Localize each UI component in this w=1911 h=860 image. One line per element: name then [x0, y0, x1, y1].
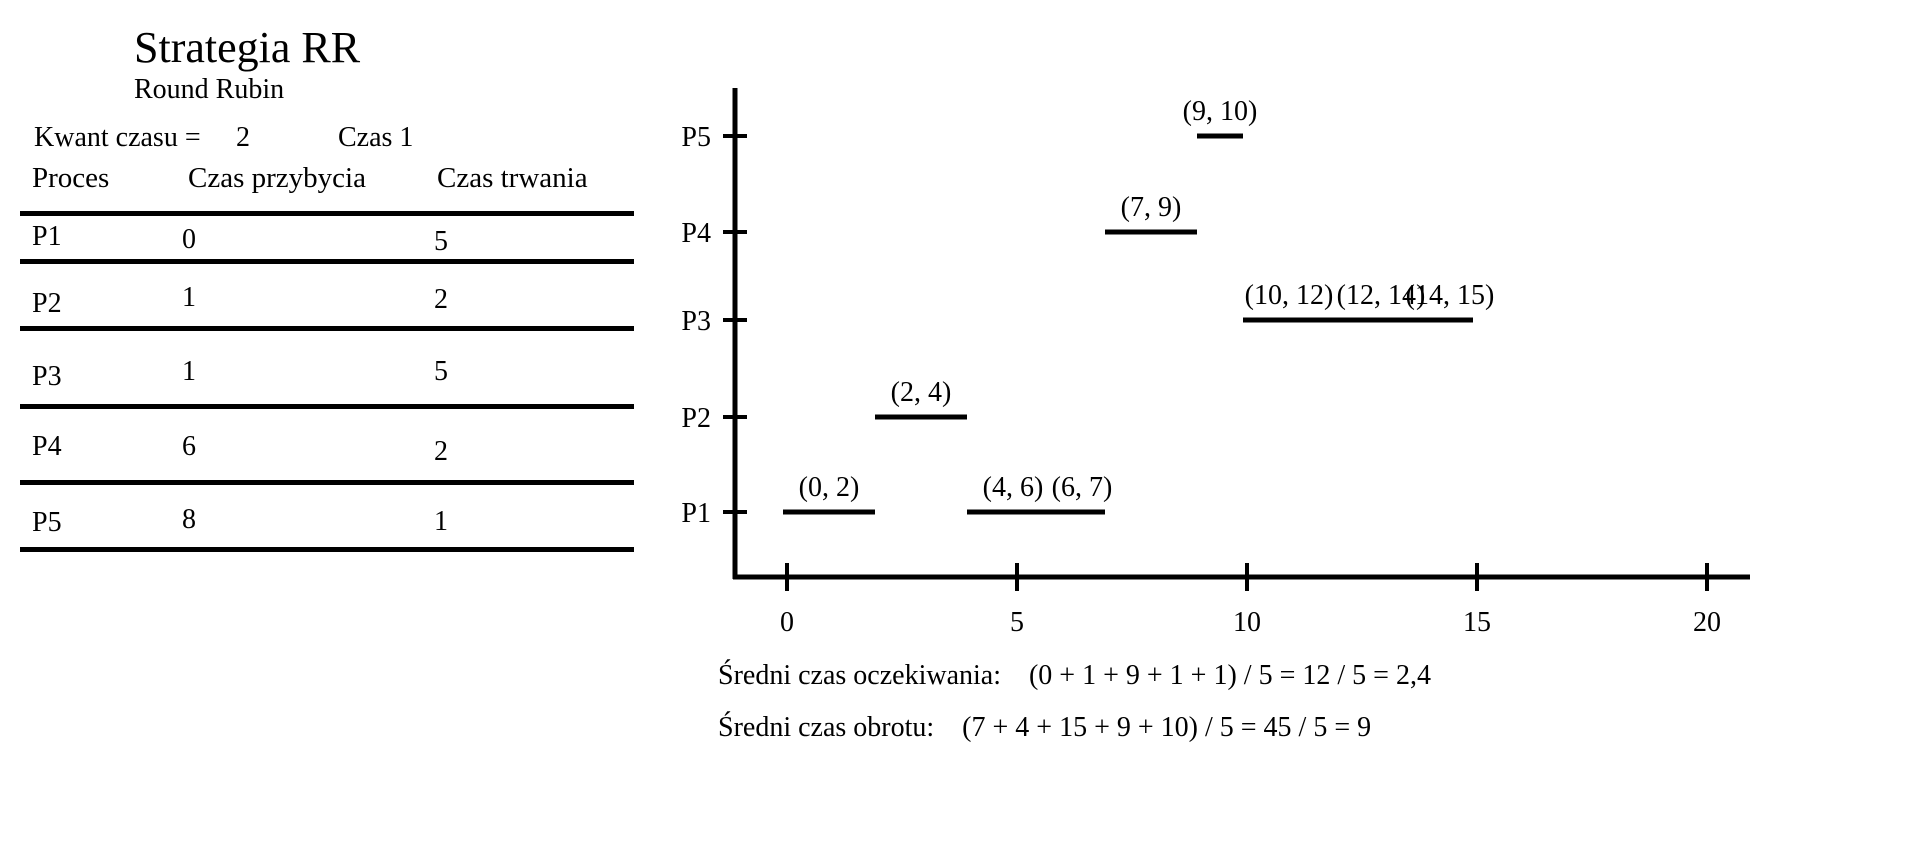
- row-arrival: 1: [182, 356, 196, 387]
- row-process: P1: [32, 221, 62, 252]
- quantum-label: Kwant czasu =: [34, 122, 201, 153]
- row-arrival: 8: [182, 504, 196, 535]
- x-tick-label: 10: [1233, 607, 1261, 638]
- time-label: Czas 1: [338, 122, 414, 153]
- row-process: P5: [32, 507, 62, 538]
- avg-turnaround-formula: (7 + 4 + 15 + 9 + 10) / 5 = 45 / 5 = 9: [962, 712, 1372, 743]
- row-process: P2: [32, 288, 62, 319]
- segment-label: (10, 12): [1245, 280, 1334, 311]
- x-tick-label: 0: [780, 607, 794, 638]
- row-burst: 2: [434, 436, 448, 467]
- page-title: Strategia RR: [134, 23, 361, 72]
- table-header-arrival: Czas przybycia: [188, 162, 366, 194]
- avg-turnaround-label: Średni czas obrotu:: [718, 712, 935, 743]
- y-tick-label: P1: [681, 498, 711, 529]
- segment-label: (0, 2): [799, 472, 860, 503]
- quantum-value: 2: [236, 122, 250, 153]
- row-burst: 5: [434, 226, 448, 257]
- row-burst: 1: [434, 506, 448, 537]
- row-arrival: 6: [182, 431, 196, 462]
- table-header-process: Proces: [32, 162, 110, 194]
- avg-wait-line: Średni czas oczekiwania: (0 + 1 + 9 + 1 …: [718, 662, 1431, 690]
- page-subtitle: Round Rubin: [134, 74, 285, 105]
- row-arrival: 1: [182, 282, 196, 313]
- x-tick-label: 20: [1693, 607, 1721, 638]
- segment-label: (9, 10): [1183, 96, 1258, 127]
- segment-label: (12, 14): [1337, 280, 1426, 311]
- x-tick-label: 15: [1463, 607, 1491, 638]
- table-divider: [20, 326, 634, 331]
- avg-wait-formula: (0 + 1 + 9 + 1 + 1) / 5 = 12 / 5 = 2,4: [1028, 660, 1431, 691]
- row-process: P4: [32, 431, 62, 462]
- segment-label: (6, 7): [1052, 472, 1113, 503]
- avg-wait-label: Średni czas oczekiwania:: [718, 660, 1001, 691]
- segment-label: (14, 15): [1406, 280, 1495, 311]
- segment-label: (7, 9): [1121, 192, 1182, 223]
- y-tick-label: P5: [681, 122, 711, 153]
- row-burst: 5: [434, 356, 448, 387]
- table-header-burst: Czas trwania: [437, 162, 588, 194]
- row-burst: 2: [434, 284, 448, 315]
- avg-turnaround-line: Średni czas obrotu: (7 + 4 + 15 + 9 + 10…: [718, 714, 1371, 742]
- segment-label: (4, 6): [983, 472, 1044, 503]
- y-tick-label: P2: [681, 403, 711, 434]
- table-divider: [20, 480, 634, 485]
- table-divider: [20, 211, 634, 216]
- table-divider: [20, 404, 634, 409]
- segment-label: (2, 4): [891, 377, 952, 408]
- y-tick-label: P4: [681, 218, 711, 249]
- row-process: P3: [32, 361, 62, 392]
- y-tick-label: P3: [681, 306, 711, 337]
- table-divider: [20, 259, 634, 264]
- x-tick-label: 5: [1010, 607, 1024, 638]
- table-divider: [20, 547, 634, 552]
- row-arrival: 0: [182, 224, 196, 255]
